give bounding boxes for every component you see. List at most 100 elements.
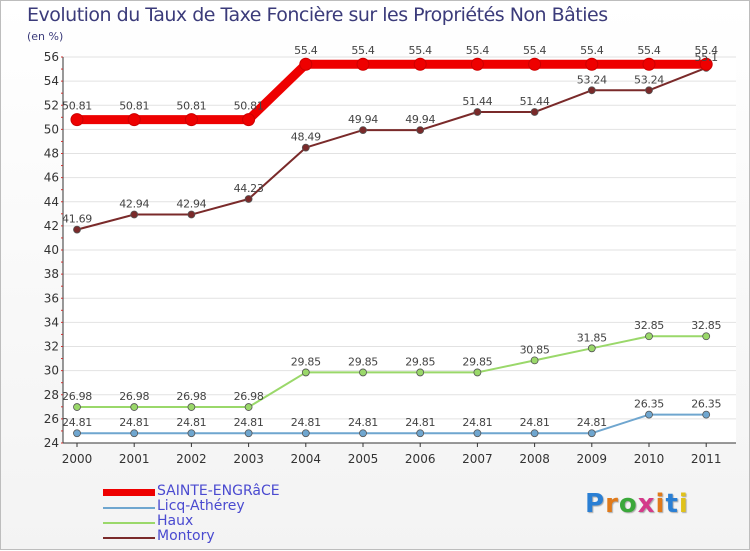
data-point — [416, 368, 425, 377]
legend-swatch — [103, 522, 155, 524]
logo-letter: t — [665, 489, 679, 519]
data-point — [416, 126, 425, 134]
data-label: 55.4 — [351, 44, 375, 57]
logo-letter: x — [637, 489, 656, 519]
y-tick-label: 42 — [44, 219, 59, 233]
y-tick-label: 26 — [44, 412, 59, 426]
data-point — [473, 108, 482, 116]
data-label: 29.85 — [405, 355, 435, 368]
data-point — [699, 57, 713, 71]
y-tick-label: 44 — [44, 195, 59, 209]
data-label: 24.81 — [577, 416, 607, 429]
data-point — [587, 429, 596, 438]
legend-label: Haux — [157, 513, 194, 529]
series-line — [76, 66, 707, 231]
data-point — [645, 410, 653, 419]
logo-letter: i — [678, 489, 689, 519]
data-label: 55.4 — [580, 44, 604, 57]
data-label: 49.94 — [405, 113, 435, 126]
x-tick-label: 2000 — [62, 452, 93, 466]
data-point — [530, 108, 539, 116]
legend-swatch — [103, 507, 155, 509]
data-label: 49.94 — [348, 113, 378, 126]
data-point — [73, 225, 81, 234]
data-label: 32.85 — [691, 319, 721, 332]
data-point — [301, 429, 310, 438]
data-label: 50.81 — [234, 100, 264, 113]
data-point — [587, 86, 596, 95]
logo-letter: o — [618, 489, 638, 519]
data-label: 42.94 — [119, 198, 149, 211]
data-point — [356, 57, 370, 71]
data-point — [130, 429, 139, 438]
data-label: 24.81 — [520, 416, 550, 429]
data-label: 42.94 — [176, 198, 206, 211]
data-point — [130, 210, 139, 219]
data-point — [359, 429, 367, 438]
x-tick-label: 2002 — [176, 452, 207, 466]
data-point — [301, 143, 310, 152]
x-tick-label: 2004 — [291, 452, 322, 466]
data-label: 26.98 — [234, 390, 264, 403]
data-label: 41.69 — [62, 213, 92, 226]
y-tick-label: 36 — [44, 291, 59, 305]
data-point — [244, 403, 253, 411]
data-point — [528, 57, 542, 71]
data-label: 26.35 — [691, 398, 721, 411]
data-label: 29.85 — [291, 355, 321, 368]
x-tick-label: 2005 — [348, 452, 379, 466]
data-point — [585, 57, 599, 71]
data-point — [359, 126, 367, 134]
data-point — [130, 403, 139, 411]
data-point — [184, 113, 198, 127]
data-point — [244, 429, 253, 438]
logo-letter: i — [655, 489, 666, 519]
data-point — [187, 403, 196, 411]
data-label: 26.98 — [176, 390, 206, 403]
chart-title: Evolution du Taux de Taxe Foncière sur l… — [27, 4, 608, 26]
data-label: 50.81 — [176, 100, 206, 113]
y-tick-label: 24 — [44, 436, 59, 450]
y-tick-label: 46 — [44, 171, 59, 185]
data-label: 55.4 — [523, 44, 547, 57]
data-label: 29.85 — [462, 355, 492, 368]
data-label: 55.4 — [695, 44, 719, 57]
y-axis-unit: (en %) — [27, 30, 64, 43]
data-point — [187, 210, 196, 219]
data-point — [473, 368, 482, 377]
y-tick-label: 50 — [44, 122, 59, 136]
data-point — [470, 57, 484, 71]
data-label: 26.98 — [62, 390, 92, 403]
data-point — [127, 113, 141, 127]
data-label: 55.4 — [409, 44, 433, 57]
series-line — [77, 59, 707, 125]
x-tick-label: 2008 — [519, 452, 550, 466]
data-point — [413, 57, 427, 71]
data-label: 24.81 — [405, 416, 435, 429]
y-tick-label: 54 — [44, 74, 59, 88]
x-tick-label: 2010 — [634, 452, 665, 466]
data-point — [702, 410, 711, 419]
data-label: 24.81 — [234, 416, 264, 429]
data-label: 50.81 — [119, 100, 149, 113]
x-tick-label: 2009 — [577, 452, 608, 466]
data-point — [587, 344, 596, 353]
proxiti-logo: Proxiti — [585, 489, 689, 519]
data-label: 53.24 — [634, 73, 664, 86]
data-label: 26.98 — [119, 390, 149, 403]
data-label: 24.81 — [119, 416, 149, 429]
y-tick-label: 38 — [44, 267, 59, 281]
data-point — [301, 368, 310, 377]
y-tick-label: 40 — [44, 243, 59, 257]
data-label: 24.81 — [462, 416, 492, 429]
data-label: 26.35 — [634, 398, 664, 411]
x-tick-label: 2003 — [233, 452, 264, 466]
data-point — [645, 86, 653, 95]
x-tick-label: 2006 — [405, 452, 436, 466]
data-label: 31.85 — [577, 331, 607, 344]
legend-label: Licq-Athérey — [157, 498, 245, 514]
data-label: 24.81 — [348, 416, 378, 429]
data-label: 29.85 — [348, 355, 378, 368]
